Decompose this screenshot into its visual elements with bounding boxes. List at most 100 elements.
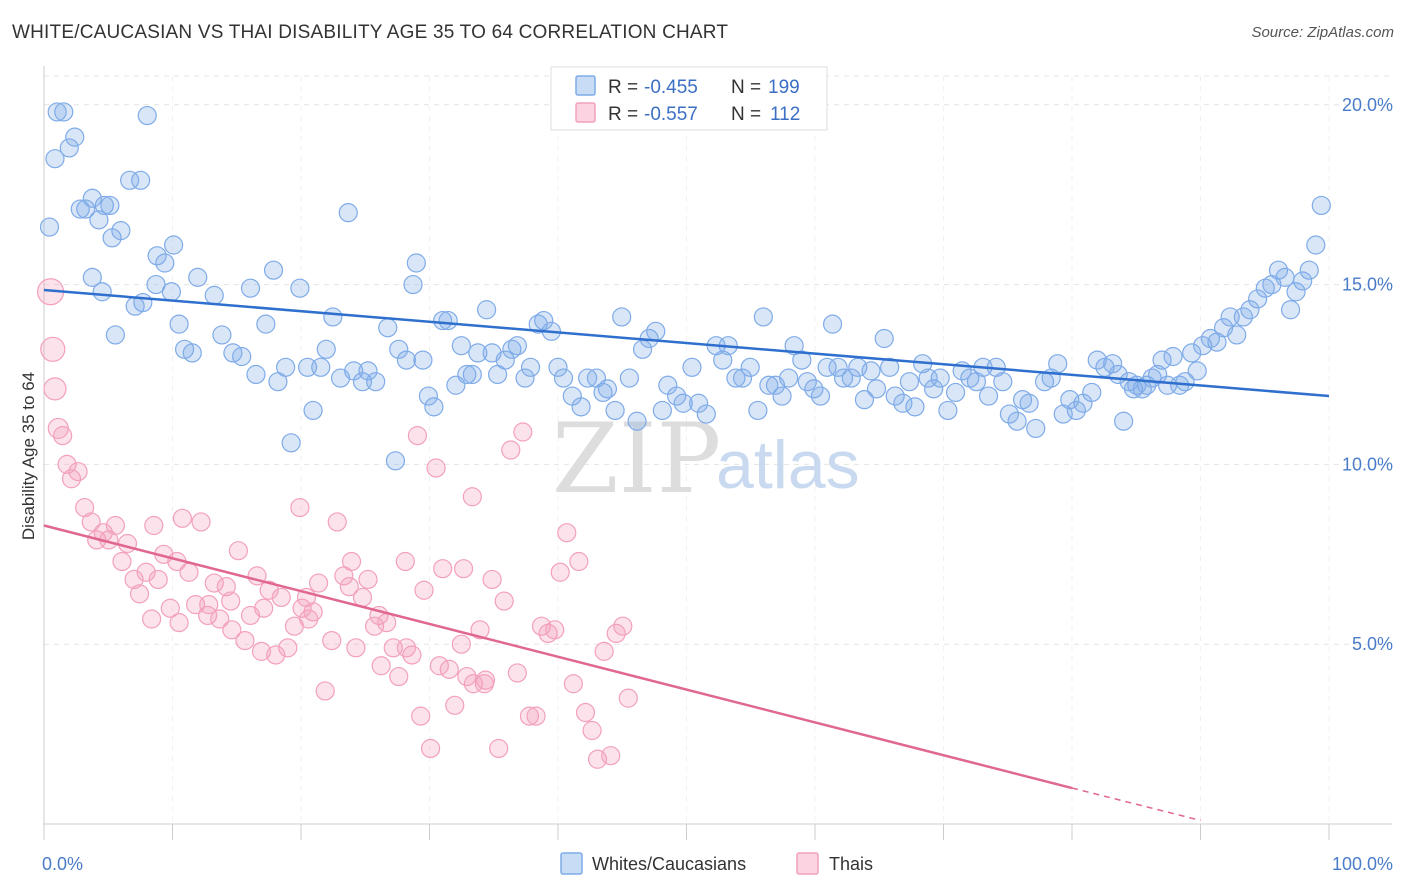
- x-tick-label: 0.0%: [42, 854, 83, 874]
- data-point: [993, 372, 1013, 392]
- data-point: [278, 638, 298, 658]
- data-point: [169, 314, 189, 334]
- data-point: [1286, 282, 1306, 302]
- data-point: [938, 400, 958, 421]
- legend-r-value-thais: -0.557: [644, 104, 698, 125]
- data-point: [1182, 343, 1202, 363]
- data-point: [59, 138, 79, 158]
- data-point: [299, 609, 319, 629]
- data-point: [259, 580, 279, 600]
- data-point: [179, 562, 199, 582]
- data-point: [53, 426, 73, 446]
- data-point: [905, 397, 925, 417]
- data-point: [137, 105, 157, 126]
- data-point: [210, 609, 230, 629]
- data-point: [396, 350, 417, 370]
- series-whites: [39, 102, 1331, 471]
- data-point: [228, 541, 248, 561]
- data-point: [407, 426, 428, 446]
- y-tick-label: 15.0%: [1342, 275, 1393, 295]
- y-tick-label: 10.0%: [1342, 454, 1393, 474]
- data-point: [389, 339, 409, 359]
- data-point: [945, 382, 966, 403]
- data-point: [81, 512, 101, 532]
- data-point: [753, 307, 773, 327]
- data-point: [327, 512, 347, 532]
- data-point: [439, 659, 459, 679]
- data-point: [117, 533, 138, 554]
- watermark: ZIP atlas: [552, 403, 860, 515]
- data-point: [358, 569, 378, 590]
- gridlines: [43, 75, 1392, 824]
- x-tick-labels: 0.0% 100.0%: [42, 854, 1393, 874]
- legend-swatch-whites: [575, 75, 596, 96]
- data-point: [43, 377, 67, 401]
- axes: [43, 66, 1392, 840]
- data-point: [199, 595, 219, 615]
- data-point: [89, 210, 109, 230]
- data-point: [246, 364, 266, 385]
- data-point: [45, 149, 65, 169]
- data-point: [880, 357, 900, 377]
- data-point: [759, 375, 779, 395]
- data-point: [1268, 260, 1289, 280]
- data-point: [978, 386, 999, 406]
- data-point: [457, 666, 477, 687]
- data-point: [424, 397, 444, 417]
- data-point: [136, 562, 156, 582]
- data-point: [232, 346, 252, 367]
- data-point: [804, 379, 824, 399]
- stats-legend-row-thais: R = -0.557 N = 112: [575, 102, 800, 125]
- data-point: [688, 393, 709, 413]
- data-point: [1280, 300, 1301, 320]
- data-point: [822, 314, 843, 334]
- data-point: [366, 372, 386, 392]
- series-legend-label-whites: Whites/Caucasians: [592, 854, 746, 874]
- data-point: [352, 587, 373, 608]
- data-point: [191, 512, 211, 532]
- data-point: [999, 404, 1019, 424]
- data-point: [438, 310, 458, 331]
- data-point: [482, 569, 502, 590]
- data-point: [502, 339, 522, 359]
- legend-n-label: N =: [731, 104, 761, 125]
- series-legend-label-thais: Thais: [829, 854, 873, 874]
- data-point: [389, 666, 409, 687]
- data-point: [924, 379, 944, 399]
- data-point: [254, 598, 274, 618]
- data-point: [263, 260, 284, 280]
- data-point: [1087, 350, 1107, 370]
- data-point: [468, 343, 488, 363]
- data-point: [172, 508, 192, 528]
- data-point: [682, 357, 702, 377]
- data-point: [740, 357, 760, 377]
- data-point: [1311, 195, 1331, 216]
- data-point: [47, 102, 67, 122]
- data-point: [451, 634, 471, 654]
- data-point: [1148, 364, 1168, 385]
- data-point: [112, 551, 132, 572]
- data-point: [222, 620, 242, 640]
- data-point: [866, 379, 887, 399]
- data-point: [601, 746, 621, 766]
- data-point: [1227, 325, 1247, 345]
- data-point: [893, 393, 913, 413]
- data-point: [216, 577, 236, 597]
- data-point: [1019, 393, 1039, 413]
- data-point: [513, 422, 533, 442]
- data-point: [131, 170, 151, 190]
- data-point: [841, 368, 861, 388]
- data-point: [605, 400, 625, 421]
- data-point: [414, 580, 434, 600]
- data-point: [338, 203, 358, 223]
- data-point: [474, 674, 495, 694]
- data-point: [627, 411, 647, 431]
- series-legend-swatch-whites: [560, 852, 583, 875]
- data-point: [726, 368, 746, 388]
- data-point: [1175, 372, 1195, 392]
- data-point: [433, 310, 453, 331]
- data-point: [618, 688, 638, 708]
- data-point: [457, 364, 477, 385]
- data-point: [462, 487, 482, 507]
- trend-lines: [43, 288, 1330, 822]
